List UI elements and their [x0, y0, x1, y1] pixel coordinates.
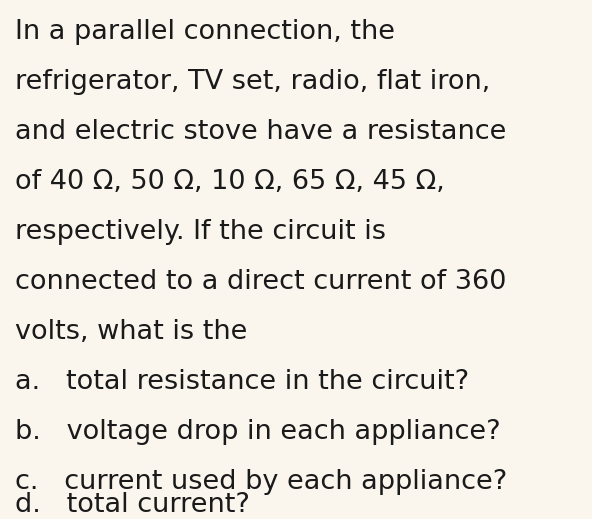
- Text: b.   voltage drop in each appliance?: b. voltage drop in each appliance?: [15, 419, 500, 445]
- Text: c.   current used by each appliance?: c. current used by each appliance?: [15, 469, 507, 495]
- Text: volts, what is the: volts, what is the: [15, 319, 247, 345]
- Text: and electric stove have a resistance: and electric stove have a resistance: [15, 119, 506, 145]
- Text: respectively. If the circuit is: respectively. If the circuit is: [15, 219, 386, 245]
- Text: refrigerator, TV set, radio, flat iron,: refrigerator, TV set, radio, flat iron,: [15, 69, 490, 95]
- Text: a.   total resistance in the circuit?: a. total resistance in the circuit?: [15, 369, 469, 395]
- Text: In a parallel connection, the: In a parallel connection, the: [15, 19, 395, 45]
- Text: of 40 Ω, 50 Ω, 10 Ω, 65 Ω, 45 Ω,: of 40 Ω, 50 Ω, 10 Ω, 65 Ω, 45 Ω,: [15, 169, 445, 195]
- Text: d.   total current?: d. total current?: [15, 492, 250, 518]
- Text: connected to a direct current of 360: connected to a direct current of 360: [15, 269, 506, 295]
